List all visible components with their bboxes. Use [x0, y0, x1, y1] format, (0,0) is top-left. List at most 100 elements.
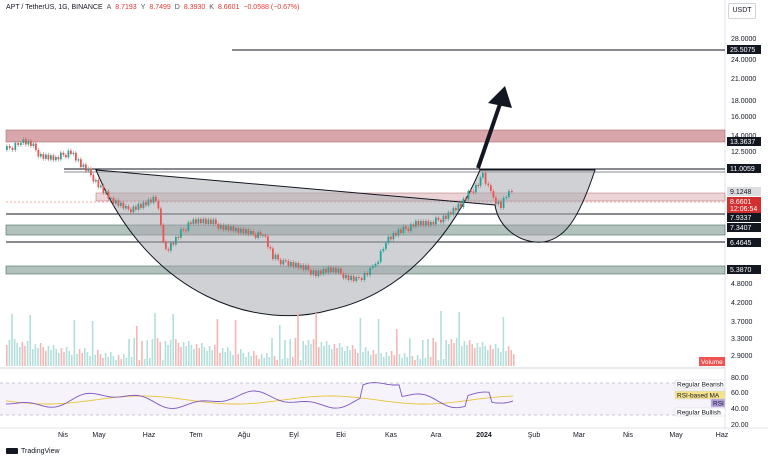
- volume-bar: [58, 353, 60, 366]
- candle: [62, 152, 65, 155]
- candle: [425, 221, 427, 226]
- time-axis-label: Ara: [431, 432, 442, 439]
- candle: [358, 277, 360, 278]
- volume-bar: [471, 344, 473, 366]
- volume-tag-label: Volume: [701, 359, 723, 366]
- candle: [420, 221, 422, 226]
- volume-bar: [349, 350, 351, 366]
- candle: [85, 164, 87, 171]
- rsi-axis[interactable]: 80.00 60.00 40.00 20.00: [731, 375, 749, 429]
- candle: [110, 198, 112, 199]
- currency-button[interactable]: USDT: [728, 3, 756, 19]
- price-axis[interactable]: 32.000028.000024.000021.000018.000016.00…: [731, 7, 756, 360]
- symbol-title[interactable]: APT / TetherUS, 1G, BINANCE: [6, 4, 103, 11]
- volume-bar: [110, 352, 112, 366]
- candle: [92, 175, 95, 182]
- candle: [397, 229, 400, 236]
- candle: [379, 251, 382, 262]
- rsi-tag-label: RSI: [713, 401, 724, 408]
- volume-bar: [45, 351, 47, 366]
- candle: [475, 185, 477, 193]
- time-axis-label: 2024: [476, 432, 492, 439]
- volume-bar: [414, 360, 416, 366]
- candle: [192, 219, 195, 224]
- candle: [479, 177, 482, 186]
- volume-bar: [380, 353, 382, 366]
- volume-bar: [388, 356, 390, 366]
- volume-bar: [115, 360, 117, 366]
- volume-bar: [377, 319, 380, 366]
- volume-bar: [224, 352, 226, 366]
- candle: [140, 203, 142, 208]
- volume-bar: [107, 357, 109, 366]
- candle: [387, 236, 390, 243]
- candle: [72, 152, 75, 154]
- candle: [32, 143, 35, 146]
- rsi-tag-label: RSI-based MA: [677, 393, 720, 400]
- volume-bar: [149, 358, 151, 366]
- candle: [252, 231, 255, 235]
- rsi-line: [6, 382, 514, 409]
- breakout-arrow[interactable]: [476, 103, 502, 169]
- candle: [35, 143, 37, 150]
- candle: [75, 152, 77, 161]
- volume-bar: [484, 346, 486, 366]
- candle: [160, 208, 162, 225]
- candle: [242, 228, 245, 234]
- volume-bar: [91, 321, 94, 366]
- volume-bar: [411, 356, 414, 366]
- time-axis-label: Eyl: [289, 432, 299, 439]
- candle: [497, 201, 500, 204]
- candle: [290, 262, 292, 266]
- candle: [77, 159, 80, 161]
- candle: [312, 270, 315, 275]
- candle: [297, 263, 300, 268]
- volume-bar: [214, 345, 216, 366]
- brand-name: TradingView: [21, 447, 60, 455]
- candle: [202, 218, 205, 224]
- candle: [205, 218, 207, 224]
- volume-bar: [385, 352, 388, 366]
- volume-bar: [507, 346, 510, 366]
- volume-bar: [21, 342, 24, 366]
- resistance-zone[interactable]: [5, 129, 726, 143]
- low-label: D: [174, 4, 180, 11]
- candle: [460, 203, 462, 207]
- candle: [155, 196, 157, 201]
- price-tag-label: 25.5075: [730, 47, 755, 54]
- time-axis[interactable]: Nis May Haz Tem Ağu Eyl Eki Kas Ara 2024 Şub Mar Nis…: [58, 432, 729, 439]
- tradingview-logo[interactable]: TradingView: [6, 448, 60, 455]
- candle: [177, 237, 180, 238]
- candle: [217, 224, 220, 229]
- volume-bar: [487, 350, 489, 366]
- volume-bar: [328, 345, 330, 366]
- volume-bar: [429, 357, 432, 366]
- price-tag-bg: [727, 197, 761, 206]
- volume-bar: [206, 351, 208, 366]
- candle: [465, 198, 467, 200]
- volume-bar: [292, 357, 294, 366]
- candle: [52, 155, 55, 161]
- volume-bar: [167, 345, 169, 366]
- candle: [352, 276, 355, 281]
- candle: [122, 202, 125, 209]
- volume-bar: [289, 339, 291, 366]
- candle: [262, 235, 264, 236]
- candle: [8, 146, 11, 148]
- candle: [430, 222, 432, 226]
- volume-bar: [424, 358, 427, 366]
- price-tag-label: 7.3407: [730, 225, 752, 232]
- volume-bar: [34, 344, 37, 366]
- cup-shape[interactable]: [95, 169, 596, 317]
- candle: [135, 206, 137, 210]
- candle: [142, 202, 145, 208]
- volume-bar: [112, 356, 115, 366]
- close-value: 8.6601: [217, 4, 240, 11]
- volume-bar: [198, 348, 200, 366]
- volume-bar: [271, 338, 273, 366]
- volume-bar: [26, 341, 29, 366]
- candle: [390, 236, 392, 240]
- volume-bar: [6, 345, 8, 366]
- volume-bar: [489, 345, 492, 366]
